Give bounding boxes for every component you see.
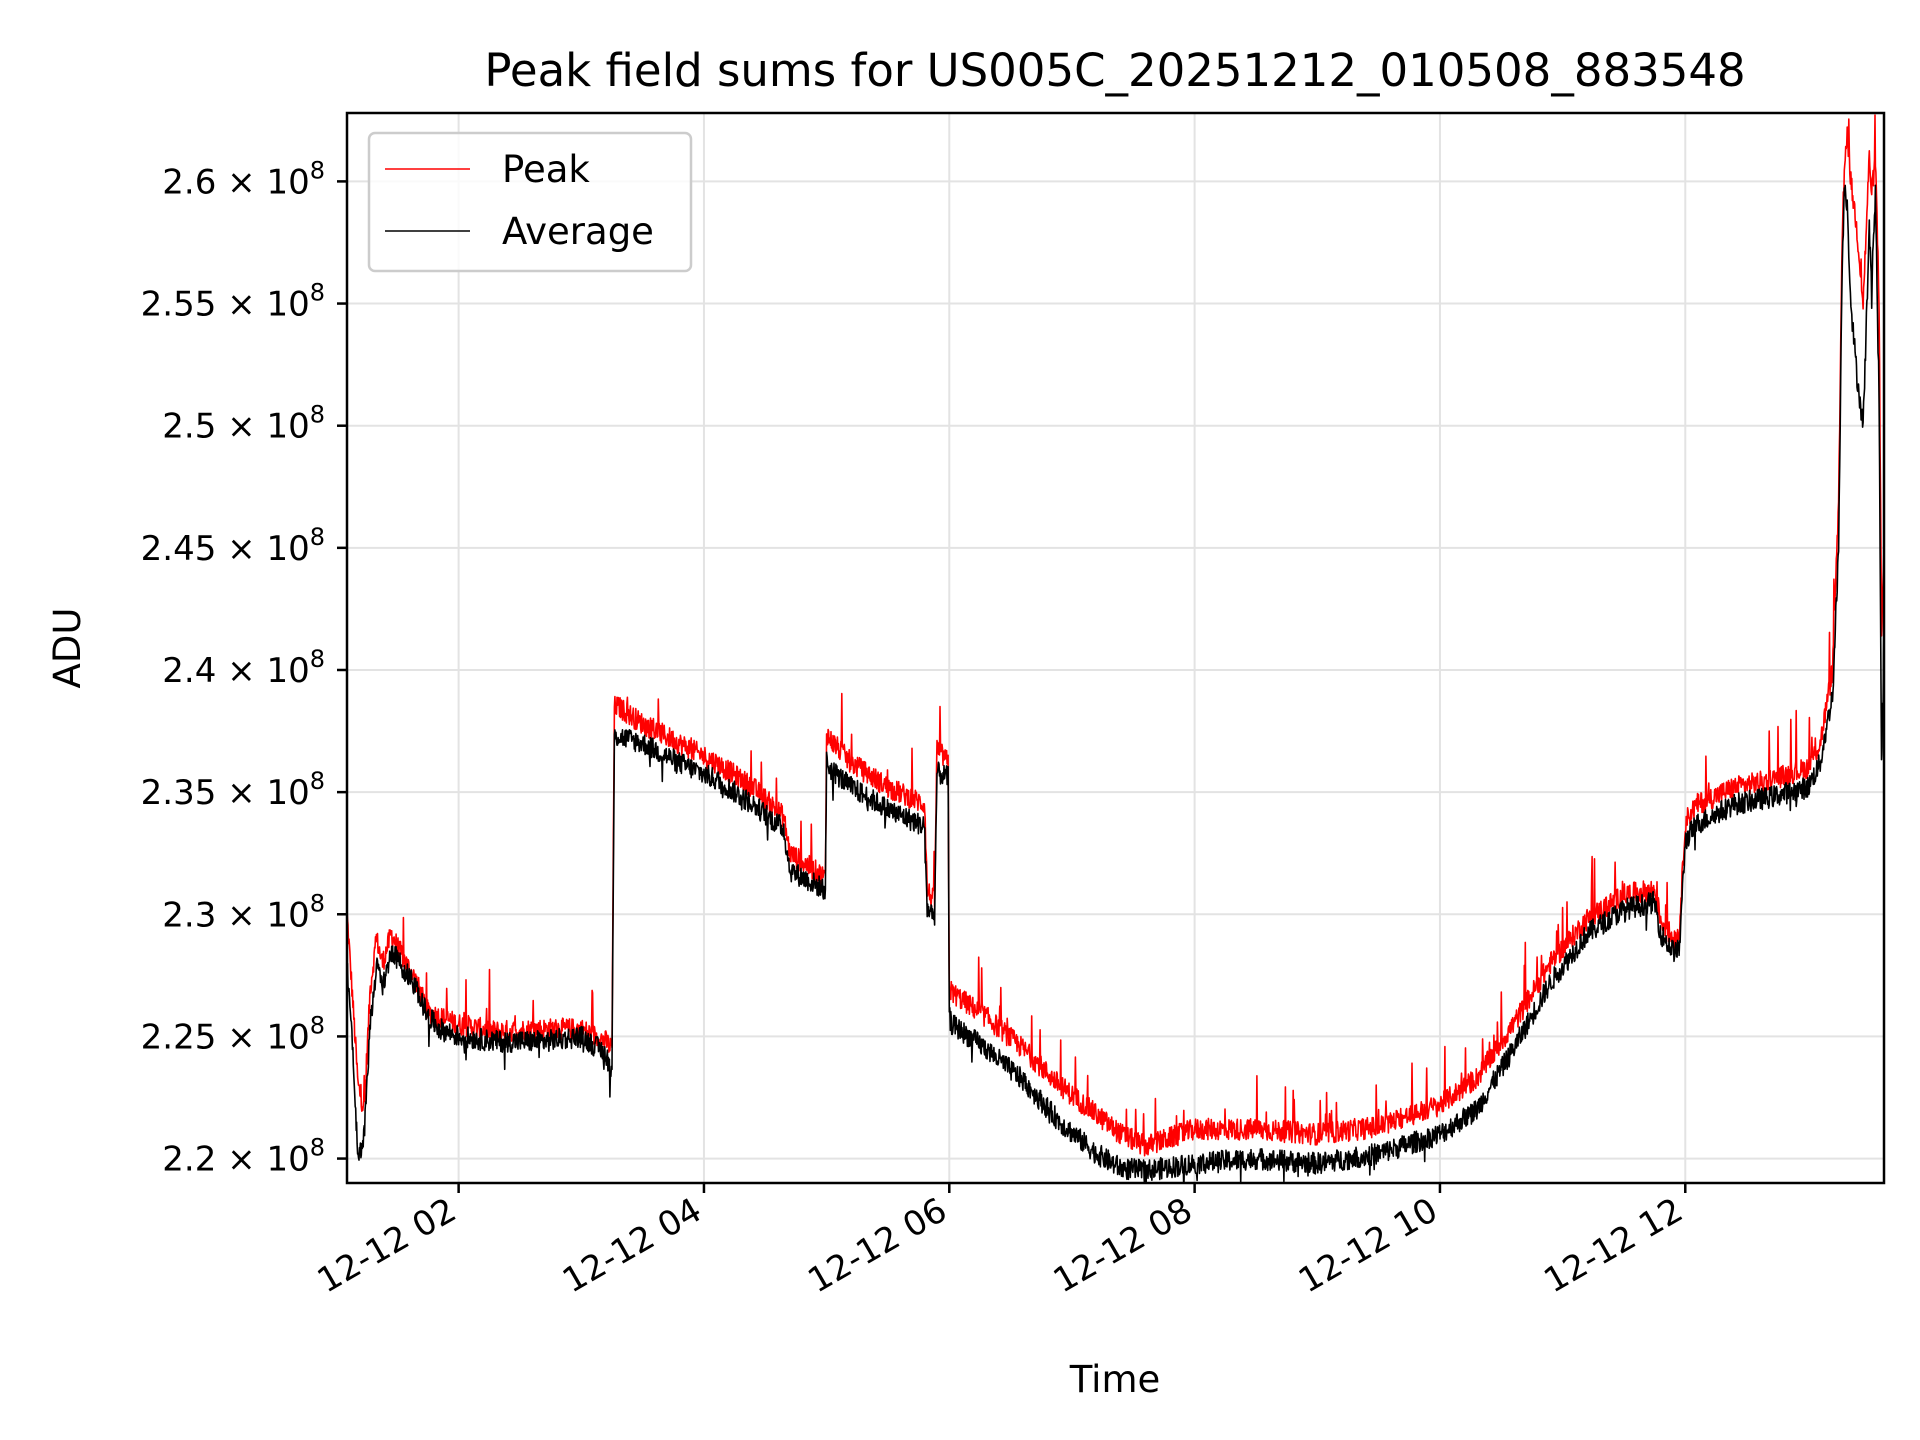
y-tick-label: 2.2 × 108 [162,1134,325,1180]
y-tick-label: 2.5 × 108 [162,401,325,447]
series-line-peak [347,114,1884,1157]
y-tick-label: 2.4 × 108 [162,645,325,691]
y-tick-label: 2.35 × 108 [141,767,325,813]
y-tick-label: 2.3 × 108 [162,889,325,935]
series-line-average [347,184,1884,1183]
x-axis-label: Time [1069,1358,1161,1401]
series-layer [347,114,1884,1183]
legend-box [367,131,693,273]
legend: Peak Average [367,131,693,273]
y-tick-label: 2.6 × 108 [162,156,325,202]
chart-title: Peak field sums for US005C_20251212_0105… [484,44,1745,97]
y-axis-label: ADU [46,608,89,689]
legend-peak-label: Peak [502,148,590,191]
y-axis: 2.2 × 108 2.25 × 108 2.3 × 108 2.35 × 108 2.… [141,156,347,1180]
y-tick-label: 2.25 × 108 [141,1011,325,1057]
y-tick-label: 2.55 × 108 [141,279,325,325]
legend-average-label: Average [502,210,654,253]
plot-frame [345,111,1886,1185]
y-tick-label: 2.45 × 108 [141,523,325,569]
